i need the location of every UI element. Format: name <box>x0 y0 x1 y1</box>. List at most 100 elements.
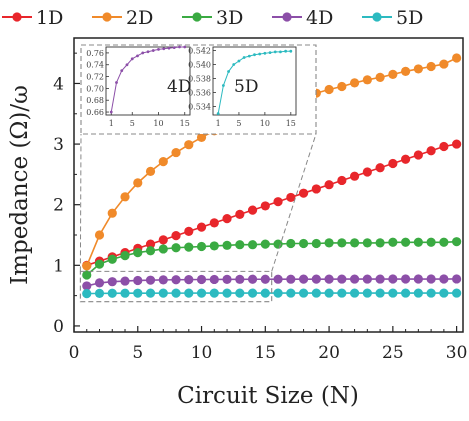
data-point-2d <box>401 66 411 76</box>
legend-marker <box>192 12 202 22</box>
data-point-4d <box>298 274 309 284</box>
data-point-5d <box>222 288 232 298</box>
data-point-4d <box>375 274 385 284</box>
data-point-1d <box>452 139 462 149</box>
y-tick-label: 1 <box>53 256 64 276</box>
data-point-3d <box>413 237 423 247</box>
inset-data-point <box>141 51 145 55</box>
legend-item-4d: 4D <box>272 7 333 29</box>
data-point-5d <box>260 288 270 298</box>
zoom-connector <box>79 133 82 272</box>
data-point-2d <box>375 72 385 83</box>
data-point-4d <box>401 274 411 284</box>
data-point-5d <box>452 288 462 298</box>
inset-data-point <box>125 63 129 67</box>
data-point-3d <box>158 244 168 254</box>
inset-data-point <box>216 112 220 115</box>
legend-item-2d: 2D <box>92 7 153 29</box>
data-point-4d <box>94 278 105 288</box>
data-point-5d <box>439 288 449 298</box>
data-point-2d <box>120 192 130 202</box>
inset-x-tick-label: 15 <box>286 119 296 128</box>
x-tick-label: 15 <box>254 343 276 363</box>
legend-item-1d: 1D <box>2 7 63 29</box>
data-point-4d <box>209 274 219 285</box>
data-point-3d <box>145 246 156 256</box>
data-point-5d <box>184 288 194 298</box>
plot-frame <box>73 37 464 333</box>
data-point-4d <box>452 274 462 284</box>
inset-x-tick-label: 5 <box>236 119 241 128</box>
data-point-5d <box>375 288 385 298</box>
inset-y-tick-label: 0.66 <box>86 108 104 117</box>
inset-y-tick-label: 0.540 <box>188 61 211 70</box>
inset-data-point <box>167 46 171 50</box>
inset-data-point <box>284 49 288 53</box>
legend-marker <box>102 12 112 22</box>
data-point-3d <box>209 241 219 251</box>
data-point-1d <box>324 180 334 190</box>
data-point-1d <box>184 226 194 236</box>
data-point-3d <box>82 270 92 280</box>
data-point-2d <box>439 59 449 69</box>
y-tick-label: 2 <box>53 196 64 216</box>
data-point-2d <box>349 78 360 88</box>
data-point-1d <box>145 239 156 249</box>
data-point-3d <box>184 242 194 252</box>
data-point-5d <box>158 288 168 298</box>
legend: 1D 2D 3D 4D 5D <box>2 7 423 29</box>
inset-y-tick-label: 0.68 <box>86 96 104 105</box>
inset-y-tick-label: 0.74 <box>86 61 104 70</box>
data-point-3d <box>120 251 130 261</box>
inset-y-tick-label: 0.538 <box>188 75 211 84</box>
data-point-5d <box>362 288 372 298</box>
x-axis-title: Circuit Size (N) <box>177 383 359 409</box>
data-point-1d <box>222 214 232 224</box>
legend-marker <box>12 12 22 22</box>
inset-y-tick-label: 0.72 <box>86 73 104 82</box>
series-line-1d <box>86 143 457 267</box>
data-point-3d <box>337 238 347 248</box>
inset-data-point <box>183 45 187 49</box>
data-point-5d <box>298 288 309 298</box>
legend-marker <box>282 12 292 22</box>
data-point-3d <box>94 259 105 269</box>
x-tick-label: 20 <box>318 343 340 363</box>
data-point-2d <box>324 84 334 95</box>
data-point-4d <box>349 274 360 284</box>
inset-data-point <box>130 57 134 61</box>
data-point-5d <box>311 288 321 298</box>
data-point-4d <box>133 275 143 286</box>
data-point-5d <box>82 289 92 299</box>
data-point-2d <box>171 147 181 158</box>
data-point-2d <box>426 61 436 72</box>
x-tick-label: 0 <box>69 343 80 363</box>
data-point-4d <box>222 274 232 284</box>
inset-data-point <box>172 46 176 49</box>
inset-data-point <box>247 54 251 58</box>
data-point-2d <box>145 166 156 176</box>
y-axis-title: Impedance (Ω)/ω <box>7 85 33 285</box>
series-5d <box>82 288 462 299</box>
data-point-3d <box>235 240 245 250</box>
data-point-3d <box>273 239 283 249</box>
data-point-2d <box>184 140 194 150</box>
inset-data-point <box>162 47 166 51</box>
data-point-3d <box>452 237 462 247</box>
data-point-4d <box>235 274 245 284</box>
inset-data-point <box>279 50 282 54</box>
legend-label: 1D <box>36 7 63 29</box>
x-tick-label: 25 <box>382 343 404 363</box>
inset-data-point <box>136 54 139 58</box>
legend-label: 2D <box>126 7 153 29</box>
data-point-5d <box>426 288 436 298</box>
inset-frame <box>105 46 191 116</box>
inset-y-tick-label: 0.70 <box>86 84 104 93</box>
data-point-5d <box>171 288 181 298</box>
data-point-1d <box>273 197 283 207</box>
y-tick-label: 3 <box>53 135 64 155</box>
data-point-4d <box>145 275 156 285</box>
inset-label: 5D <box>234 77 258 97</box>
